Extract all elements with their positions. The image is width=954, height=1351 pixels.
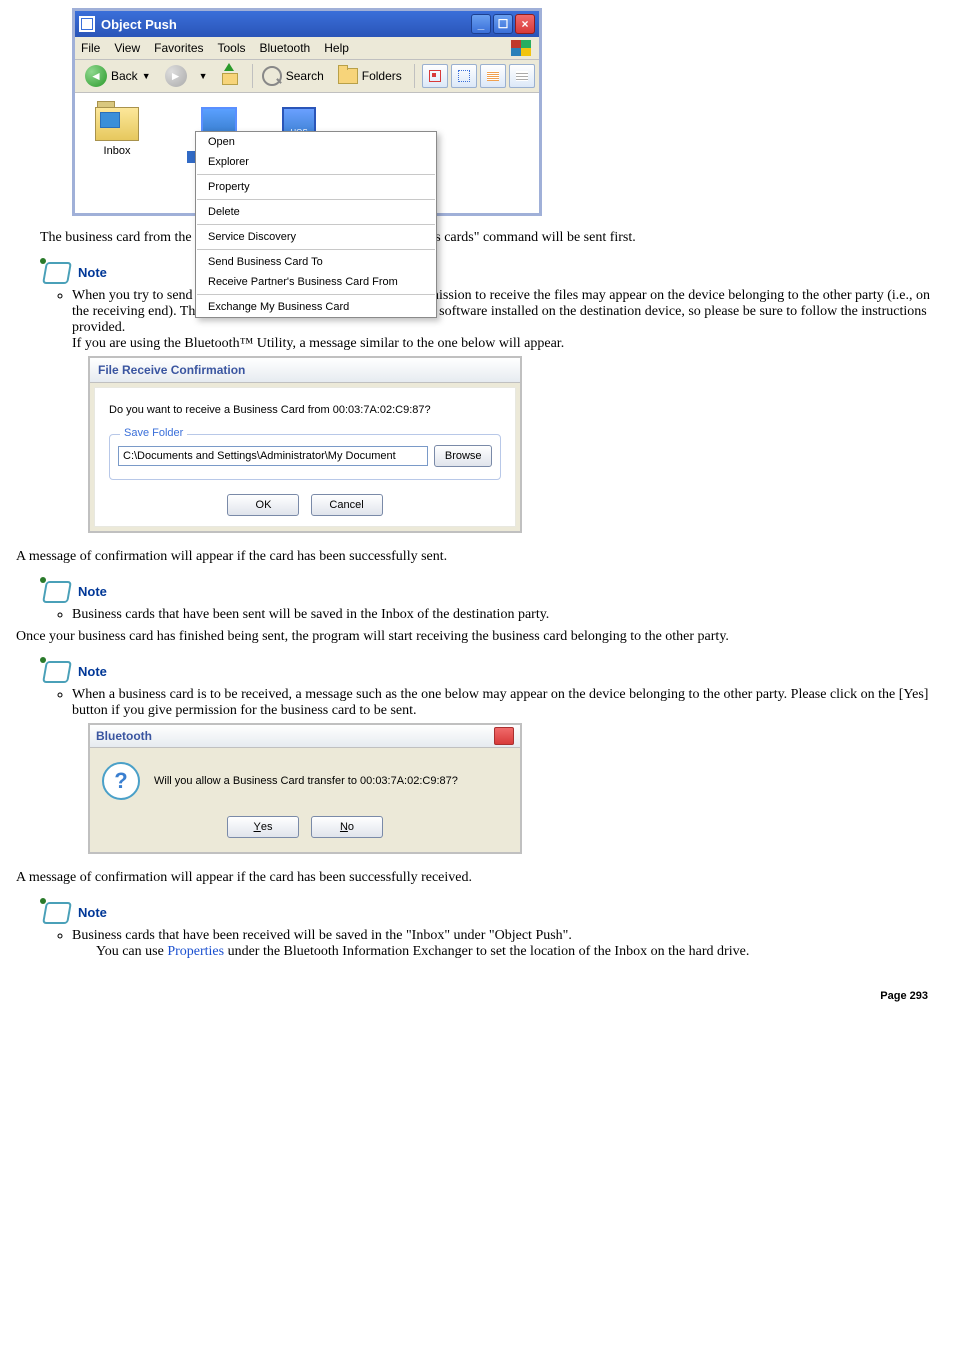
titlebar: Object Push _ ☐ ×	[75, 11, 539, 37]
folders-icon	[338, 68, 358, 84]
paragraph: A message of confirmation will appear if…	[16, 870, 938, 886]
note-label: Note	[78, 905, 107, 920]
menu-file[interactable]: File	[81, 41, 100, 55]
folders-button[interactable]: Folders	[332, 66, 408, 86]
inbox-label: Inbox	[87, 145, 147, 157]
paragraph: The business card from the party who exe…	[40, 230, 938, 246]
note-label: Note	[78, 584, 107, 599]
back-button[interactable]: ◄ Back ▼	[79, 63, 157, 89]
forward-button[interactable]: ►	[159, 63, 197, 89]
view-buttons	[422, 64, 535, 88]
ctx-open[interactable]: Open	[196, 132, 436, 152]
back-label: Back	[111, 69, 138, 83]
up-button[interactable]	[212, 63, 246, 89]
ctx-sep	[197, 174, 435, 175]
save-folder-input[interactable]	[118, 446, 428, 466]
menu-favorites[interactable]: Favorites	[154, 41, 203, 55]
page-number: Page 293	[16, 990, 928, 1002]
view-3-button[interactable]	[480, 64, 506, 88]
list-item: Business cards that have been received w…	[72, 928, 938, 960]
folder-icon	[95, 107, 139, 141]
folders-label: Folders	[362, 69, 402, 83]
ctx-sep	[197, 294, 435, 295]
list-item: When a business card is to be received, …	[72, 687, 938, 719]
back-icon: ◄	[85, 65, 107, 87]
note-icon	[40, 260, 68, 284]
ctx-sep	[197, 249, 435, 250]
search-icon	[262, 66, 282, 86]
toolbar: ◄ Back ▼ ► ▼ Search Folders	[75, 60, 539, 93]
window-title: Object Push	[101, 17, 177, 32]
view-1-button[interactable]	[422, 64, 448, 88]
menu-tools[interactable]: Tools	[218, 41, 246, 55]
up-icon	[218, 65, 240, 87]
note-icon	[40, 579, 68, 603]
ctx-sep	[197, 224, 435, 225]
close-button[interactable]: ×	[515, 14, 535, 34]
context-menu: Open Explorer Property Delete Service Di…	[195, 131, 437, 318]
item-inbox[interactable]: Inbox	[87, 107, 147, 163]
ctx-explorer[interactable]: Explorer	[196, 152, 436, 172]
menubar: File View Favorites Tools Bluetooth Help	[75, 37, 539, 60]
windows-flag-icon	[511, 40, 531, 56]
ctx-discovery[interactable]: Service Discovery	[196, 227, 436, 247]
file-receive-dialog: File Receive Confirmation Do you want to…	[88, 356, 522, 533]
window-icon	[79, 16, 95, 32]
yes-button[interactable]: Yes	[227, 816, 299, 838]
ctx-sep	[197, 199, 435, 200]
note-label: Note	[78, 664, 107, 679]
bt-title: Bluetooth	[96, 729, 152, 743]
content-area: Inbox PC-1 HOS Open Explorer	[75, 93, 539, 213]
question-icon: ?	[102, 762, 140, 800]
note4-sub: You can use Properties under the Bluetoo…	[96, 944, 938, 960]
note1-sub: If you are using the Bluetooth™ Utility,…	[72, 336, 564, 351]
fieldset-legend: Save Folder	[120, 427, 187, 439]
cancel-button[interactable]: Cancel	[311, 494, 383, 516]
ok-button[interactable]: OK	[227, 494, 299, 516]
search-label: Search	[286, 69, 324, 83]
ctx-exchange[interactable]: Exchange My Business Card	[196, 297, 436, 317]
frc-title: File Receive Confirmation	[90, 358, 520, 383]
paragraph: A message of confirmation will appear if…	[16, 549, 938, 565]
bt-close-button[interactable]	[494, 727, 514, 745]
bt-question: Will you allow a Business Card transfer …	[154, 775, 458, 787]
minimize-button[interactable]: _	[471, 14, 491, 34]
list-item: Business cards that have been sent will …	[72, 607, 938, 623]
paragraph: Once your business card has finished bei…	[16, 629, 938, 645]
note-icon	[40, 900, 68, 924]
save-folder-fieldset: Save Folder Browse	[109, 434, 501, 480]
ctx-delete[interactable]: Delete	[196, 202, 436, 222]
bluetooth-dialog: Bluetooth ? Will you allow a Business Ca…	[88, 723, 522, 854]
browse-button[interactable]: Browse	[434, 445, 492, 467]
menu-bluetooth[interactable]: Bluetooth	[260, 41, 311, 55]
view-4-button[interactable]	[509, 64, 535, 88]
no-button[interactable]: No	[311, 816, 383, 838]
forward-icon: ►	[165, 65, 187, 87]
ctx-send-card[interactable]: Send Business Card To	[196, 252, 436, 272]
frc-question: Do you want to receive a Business Card f…	[109, 404, 501, 416]
properties-link[interactable]: Properties	[167, 944, 224, 959]
menu-help[interactable]: Help	[324, 41, 349, 55]
menu-view[interactable]: View	[114, 41, 140, 55]
search-button[interactable]: Search	[256, 64, 330, 88]
note4-text: Business cards that have been received w…	[72, 928, 572, 943]
maximize-button[interactable]: ☐	[493, 14, 513, 34]
note-icon	[40, 659, 68, 683]
note-label: Note	[78, 265, 107, 280]
object-push-window: Object Push _ ☐ × File View Favorites To…	[72, 8, 542, 216]
view-2-button[interactable]	[451, 64, 477, 88]
ctx-property[interactable]: Property	[196, 177, 436, 197]
ctx-recv-card[interactable]: Receive Partner's Business Card From	[196, 272, 436, 292]
